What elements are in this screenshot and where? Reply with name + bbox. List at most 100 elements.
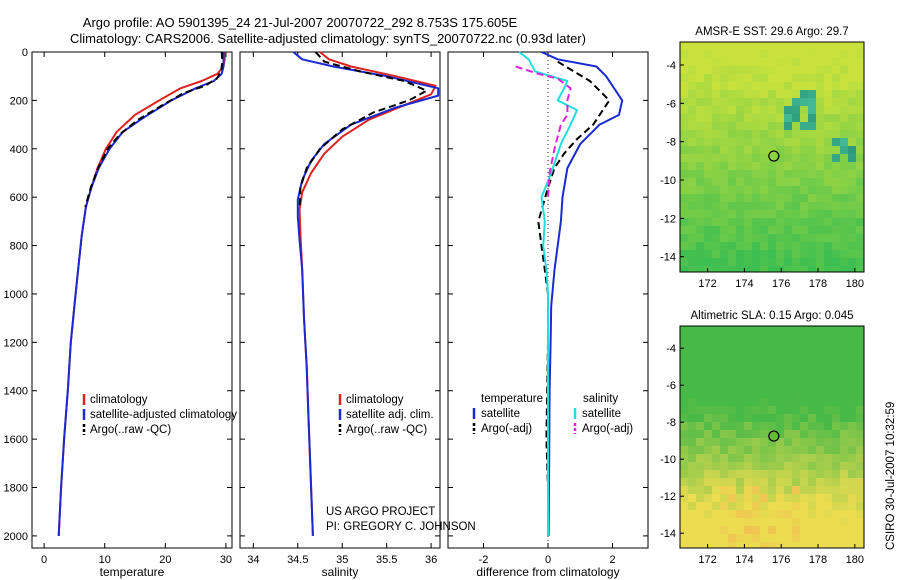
altimetric-sla-cell	[784, 326, 792, 334]
amsr-sst-cell	[784, 98, 792, 106]
altimetric-sla-cell	[856, 510, 864, 518]
altimetric-sla-cell	[768, 390, 776, 398]
altimetric-sla-cell	[728, 382, 736, 390]
temperature-xtick-label: 10	[99, 554, 111, 566]
altimetric-sla-cell	[752, 478, 760, 486]
amsr-sst-cell	[840, 138, 848, 146]
altimetric-sla-cell	[712, 342, 720, 350]
amsr-sst-cell	[784, 74, 792, 82]
amsr-sst-cell	[720, 170, 728, 178]
amsr-sst-cell	[832, 210, 840, 218]
altimetric-sla-cell	[768, 510, 776, 518]
amsr-sst-cell	[744, 130, 752, 138]
amsr-sst-cell	[800, 218, 808, 226]
altimetric-sla-cell	[736, 478, 744, 486]
altimetric-sla-cell	[848, 486, 856, 494]
altimetric-sla-cell	[752, 494, 760, 502]
altimetric-sla-cell	[752, 398, 760, 406]
altimetric-sla-cell	[688, 326, 696, 334]
altimetric-sla-cell	[704, 486, 712, 494]
amsr-sst-cell	[856, 226, 864, 234]
altimetric-sla-cell	[696, 454, 704, 462]
altimetric-sla-cell	[680, 334, 688, 342]
amsr-sst-cell	[792, 42, 800, 50]
altimetric-sla-cell	[824, 494, 832, 502]
amsr-sst-cell	[816, 98, 824, 106]
altimetric-sla-cell	[696, 398, 704, 406]
altimetric-sla-cell	[856, 502, 864, 510]
altimetric-sla-cell	[784, 534, 792, 542]
amsr-sst-cell	[848, 186, 856, 194]
amsr-sst-cell	[728, 194, 736, 202]
amsr-sst-cell	[736, 122, 744, 130]
amsr-sst-cell	[832, 106, 840, 114]
altimetric-sla-cell	[816, 422, 824, 430]
altimetric-sla-cell	[768, 382, 776, 390]
altimetric-sla-cell	[840, 406, 848, 414]
altimetric-sla-cell	[728, 454, 736, 462]
temperature-legend-label: climatology	[90, 394, 148, 406]
altimetric-sla-cell	[776, 366, 784, 374]
amsr-sst-cell	[848, 58, 856, 66]
altimetric-sla-cell	[800, 326, 808, 334]
altimetric-sla-cell	[752, 390, 760, 398]
altimetric-sla-cell	[680, 518, 688, 526]
altimetric-sla-cell	[704, 438, 712, 446]
altimetric-sla-cell	[808, 334, 816, 342]
amsr-sst-cell	[792, 218, 800, 226]
altimetric-sla-cell	[704, 406, 712, 414]
amsr-sst-cell	[840, 218, 848, 226]
altimetric-sla-cell	[816, 398, 824, 406]
altimetric-sla-cell	[856, 438, 864, 446]
altimetric-sla-cell	[696, 342, 704, 350]
altimetric-sla-cell	[824, 382, 832, 390]
amsr-sst-cell	[760, 178, 768, 186]
amsr-sst-cell	[728, 98, 736, 106]
altimetric-sla-cell	[800, 438, 808, 446]
amsr-sst-cell	[736, 50, 744, 58]
altimetric-sla-cell	[680, 526, 688, 534]
altimetric-sla-cell	[760, 510, 768, 518]
amsr-sst-cell	[784, 42, 792, 50]
amsr-sst-xtick-label: 180	[846, 278, 864, 290]
amsr-sst-cell	[808, 74, 816, 82]
altimetric-sla-cell	[784, 374, 792, 382]
altimetric-sla-cell	[688, 382, 696, 390]
amsr-sst-cell	[744, 170, 752, 178]
altimetric-sla-cell	[744, 358, 752, 366]
amsr-sst-cell	[680, 50, 688, 58]
amsr-sst-cell	[816, 170, 824, 178]
altimetric-sla-cell	[848, 518, 856, 526]
amsr-sst-cell	[744, 106, 752, 114]
amsr-sst-cell	[696, 162, 704, 170]
altimetric-sla-cell	[840, 534, 848, 542]
altimetric-sla-cell	[856, 534, 864, 542]
altimetric-sla-cell	[720, 518, 728, 526]
altimetric-sla-cell	[808, 438, 816, 446]
amsr-sst-cell	[792, 146, 800, 154]
amsr-sst-cell	[832, 250, 840, 258]
altimetric-sla-cell	[744, 454, 752, 462]
amsr-sst-cell	[680, 162, 688, 170]
altimetric-sla-cell	[728, 518, 736, 526]
altimetric-sla-cell	[688, 478, 696, 486]
altimetric-sla-cell	[728, 414, 736, 422]
amsr-sst-cell	[776, 106, 784, 114]
amsr-sst-cell	[688, 266, 696, 272]
amsr-sst-cell	[832, 258, 840, 266]
altimetric-sla-cell	[760, 438, 768, 446]
altimetric-sla-cell	[856, 358, 864, 366]
altimetric-sla-cell	[768, 414, 776, 422]
amsr-sst-cell	[680, 170, 688, 178]
amsr-sst-cell	[704, 218, 712, 226]
altimetric-sla-cell	[776, 326, 784, 334]
altimetric-sla-cell	[680, 326, 688, 334]
altimetric-sla-cell	[680, 414, 688, 422]
altimetric-sla-cell	[688, 534, 696, 542]
altimetric-sla-cell	[848, 542, 856, 548]
altimetric-sla-cell	[848, 350, 856, 358]
amsr-sst-cell	[776, 146, 784, 154]
altimetric-sla-cell	[856, 414, 864, 422]
difference-xlabel: difference from climatology	[476, 565, 619, 579]
altimetric-sla-cell	[808, 462, 816, 470]
